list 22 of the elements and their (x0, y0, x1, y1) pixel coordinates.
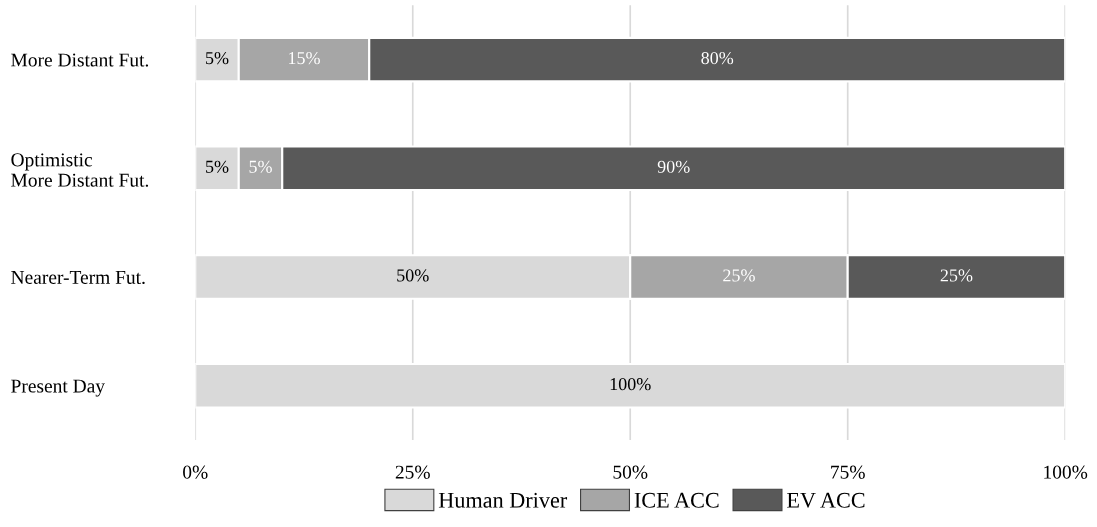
x-tick-label: 50% (613, 465, 648, 479)
data-label: 25% (940, 269, 973, 282)
data-label: 50% (397, 269, 429, 282)
data-label: 80% (701, 51, 734, 65)
data-label: 5% (206, 160, 229, 173)
y-tick-label: More Distant Fut. (11, 53, 149, 67)
legend-label: ICE ACC (634, 492, 719, 508)
legend-label: EV ACC (787, 492, 865, 508)
x-tick-label: 75% (831, 465, 865, 479)
y-tick-label: Optimistic More Distant Fut. (11, 153, 149, 187)
y-tick-label: Present Day (11, 379, 105, 397)
data-label: 100% (610, 378, 651, 391)
x-tick-label: 0% (183, 465, 208, 479)
data-label: 5% (206, 51, 229, 65)
data-label: 5% (249, 160, 272, 173)
data-label: 25% (723, 269, 755, 282)
x-tick-label: 100% (1044, 465, 1088, 479)
y-tick-label: Nearer-Term Fut. (11, 271, 145, 285)
legend-label: Human Driver (438, 492, 568, 508)
x-tick-label: 25% (395, 465, 430, 479)
data-label: 90% (657, 160, 690, 173)
data-label: 15% (289, 51, 320, 65)
